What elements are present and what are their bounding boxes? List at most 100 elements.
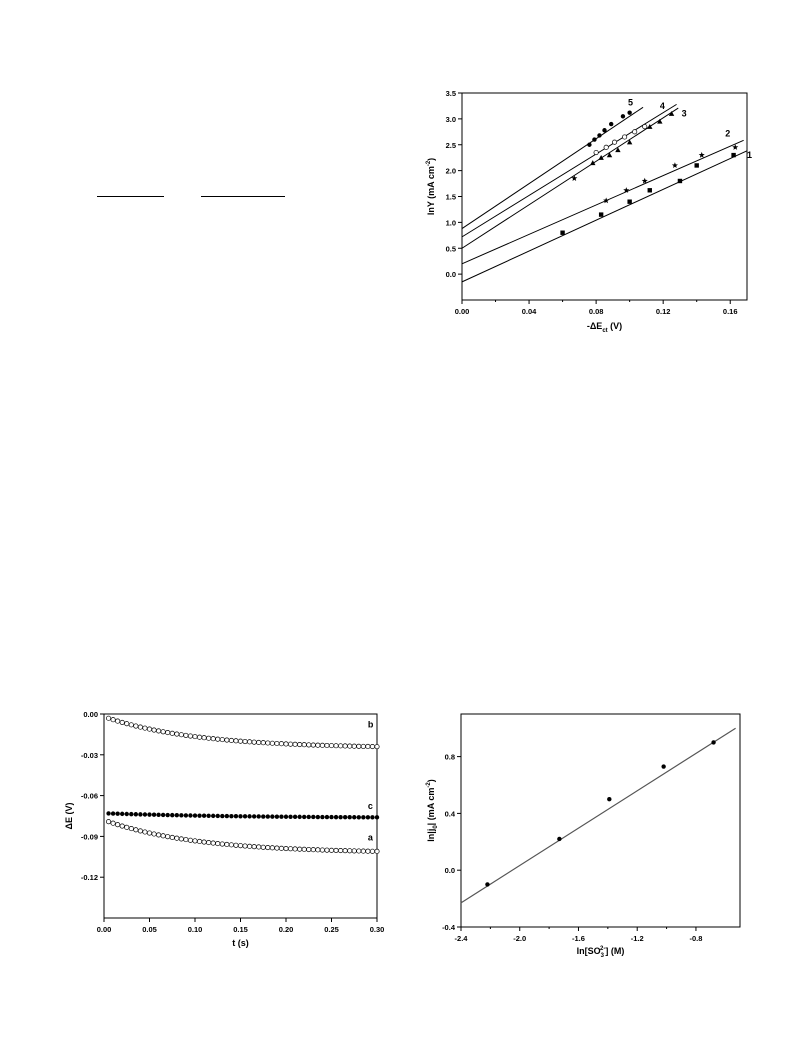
series-label-5: 5 <box>628 97 633 107</box>
data-point <box>261 814 266 819</box>
data-point <box>731 152 736 158</box>
series-a <box>106 819 380 854</box>
data-point <box>732 144 739 150</box>
data-point <box>374 815 380 820</box>
data-point <box>603 197 610 204</box>
text-rule-right <box>201 196 285 197</box>
series-4 <box>593 124 648 156</box>
series-label-1: 1 <box>747 150 752 160</box>
data-point <box>615 147 621 153</box>
y-tick-label: 3.0 <box>446 115 456 124</box>
series-label-c: c <box>368 801 373 811</box>
fit-line <box>460 727 736 904</box>
x-tick-label: 0.12 <box>656 307 671 316</box>
data-point <box>642 124 648 130</box>
fit-line-2 <box>461 139 744 265</box>
data-point <box>128 722 134 728</box>
data-point <box>590 160 596 166</box>
data-point <box>124 721 130 727</box>
y-tick-label: 3.5 <box>446 89 456 98</box>
data-point <box>485 882 490 887</box>
data-point <box>297 814 302 820</box>
data-point <box>129 811 134 817</box>
data-point <box>329 814 334 820</box>
data-point <box>374 744 380 750</box>
data-point <box>170 812 175 818</box>
data-point <box>609 121 614 127</box>
y-tick-label: 0.0 <box>446 270 456 279</box>
data-point <box>138 812 143 817</box>
data-point <box>333 814 339 820</box>
data-point <box>324 814 330 820</box>
data-point <box>124 811 129 817</box>
data-point <box>626 139 633 145</box>
data-point <box>607 797 612 802</box>
data-point <box>110 820 116 826</box>
x-tick-label: 0.00 <box>455 307 470 316</box>
fit-lines <box>461 103 748 283</box>
data-point <box>598 212 604 217</box>
data-point <box>192 813 198 818</box>
fit-line-5 <box>461 106 644 230</box>
fit-line-4 <box>461 103 677 238</box>
series-b <box>106 715 380 750</box>
data-point <box>206 813 211 819</box>
x-tick-label: -1.2 <box>631 934 644 943</box>
x-axis-label: t (s) <box>232 938 249 948</box>
y-tick-label: -0.4 <box>442 923 456 932</box>
data-point <box>694 163 699 168</box>
data-point <box>627 199 632 204</box>
data-point <box>106 811 111 816</box>
data-point <box>124 824 130 830</box>
series-points <box>485 740 716 887</box>
series-label-a: a <box>368 832 374 842</box>
data-point <box>174 813 179 818</box>
data-point <box>571 175 578 181</box>
plot-frame <box>460 713 741 928</box>
x-tick-label: 0.15 <box>233 925 248 934</box>
fit-line-3 <box>461 107 679 249</box>
data-point <box>120 811 125 817</box>
data-point <box>151 812 157 817</box>
data-point <box>156 812 161 818</box>
data-point <box>593 149 599 156</box>
y-axis-label: lnY (mA cm-2) <box>426 158 436 215</box>
data-point <box>165 812 170 818</box>
data-point <box>587 142 592 147</box>
data-point <box>622 134 628 140</box>
data-point <box>188 813 193 818</box>
y-tick-label: 0.8 <box>445 753 455 762</box>
data-point <box>365 815 371 820</box>
x-tick-label: -1.6 <box>572 934 585 943</box>
data-point <box>620 114 626 119</box>
data-point <box>560 230 565 235</box>
data-point <box>115 718 121 724</box>
y-tick-label: 1.0 <box>446 218 456 227</box>
data-point <box>597 133 602 138</box>
x-tick-label: 0.10 <box>188 925 203 934</box>
data-point <box>647 188 652 193</box>
x-tick-label: -2.4 <box>455 934 469 943</box>
data-point <box>627 110 632 115</box>
data-point <box>115 811 120 816</box>
data-point <box>106 715 112 721</box>
data-point <box>592 137 597 142</box>
data-point <box>711 740 716 745</box>
data-point <box>179 813 184 818</box>
data-point <box>320 814 325 820</box>
x-tick-label: 0.16 <box>723 307 738 316</box>
data-point <box>233 814 239 819</box>
series-label-3: 3 <box>682 109 687 119</box>
x-tick-label: 0.25 <box>324 925 339 934</box>
y-tick-label: 0.4 <box>445 809 456 818</box>
data-point <box>374 848 380 854</box>
data-point <box>283 814 289 819</box>
series-label-2: 2 <box>725 128 730 138</box>
data-point <box>657 118 663 124</box>
data-point <box>133 812 139 817</box>
data-point <box>137 828 143 834</box>
data-point <box>623 187 630 193</box>
y-axis-label: ΔE (V) <box>64 803 74 830</box>
data-point <box>279 814 284 819</box>
